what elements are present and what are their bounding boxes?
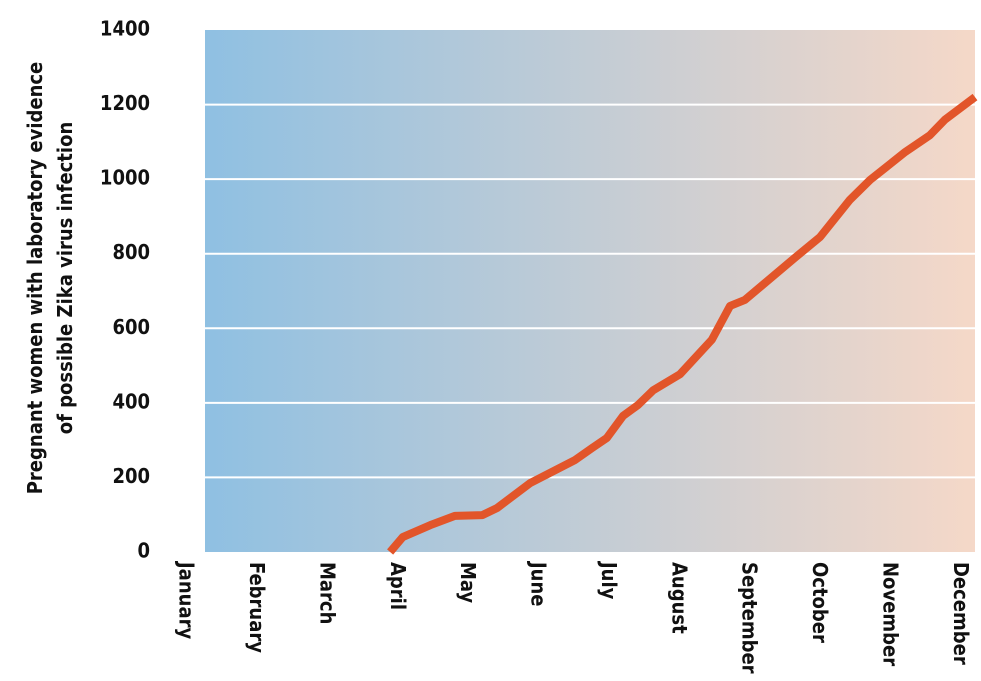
x-tick-label: November: [878, 562, 902, 666]
x-tick-label: February: [245, 562, 269, 653]
x-tick-label: June: [527, 561, 551, 607]
y-tick-label: 800: [112, 240, 150, 264]
plot-background: [205, 30, 975, 552]
x-tick-label: July: [597, 561, 621, 600]
x-tick-label: December: [949, 562, 973, 665]
x-tick-label: September: [738, 562, 762, 674]
data-line: [387, 93, 978, 555]
y-tick-label: 1200: [100, 91, 150, 115]
y-tick-label: 1400: [100, 17, 150, 41]
x-tick-label: August: [667, 562, 691, 634]
y-tick-label: 400: [112, 389, 150, 413]
x-tick-label: March: [315, 562, 339, 624]
x-tick-label: April: [386, 562, 410, 610]
y-tick-label: 600: [112, 315, 150, 339]
y-tick-label: 0: [137, 539, 150, 563]
y-axis-label: of possible Zika virus infection: [53, 122, 77, 435]
y-tick-label: 1000: [100, 166, 150, 190]
x-tick-label: January: [175, 561, 199, 639]
y-axis-label: Pregnant women with laboratory evidence: [23, 62, 47, 495]
x-tick-label: October: [808, 562, 832, 643]
y-tick-label: 200: [112, 464, 150, 488]
x-tick-label: May: [456, 562, 480, 603]
